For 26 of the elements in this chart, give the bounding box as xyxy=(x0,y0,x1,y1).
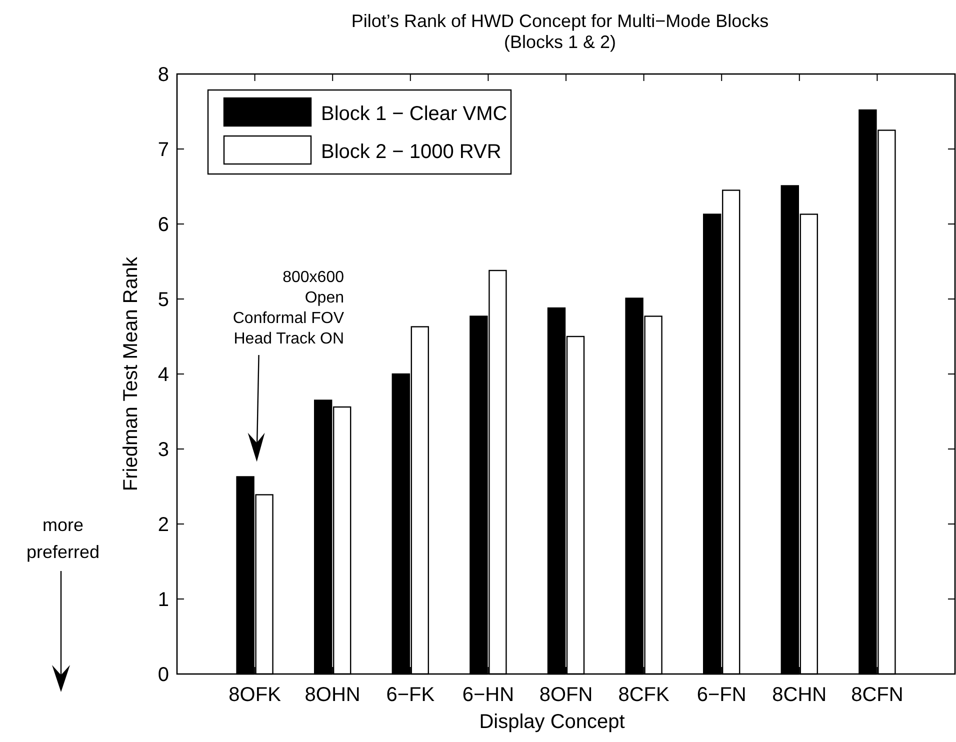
x-tick-label: 8OFN xyxy=(539,684,593,706)
chart-subtitle: (Blocks 1 & 2) xyxy=(504,32,616,52)
y-tick-label: 4 xyxy=(158,364,169,386)
x-tick-label: 6−FK xyxy=(386,684,436,706)
y-axis-title: Friedman Test Mean Rank xyxy=(120,256,142,492)
legend-label: Block 1 − Clear VMC xyxy=(321,103,508,125)
x-axis-title: Display Concept xyxy=(479,711,626,733)
y-tick-label: 5 xyxy=(158,289,169,311)
x-tick-label: 8CFN xyxy=(851,684,904,706)
y-tick-label: 6 xyxy=(158,214,169,236)
annotation: 800x600 Open Conformal FOV Head Track ON xyxy=(232,269,344,348)
x-tick-label: 8CFK xyxy=(618,684,670,706)
x-tick-label: 8OHN xyxy=(304,684,360,706)
x-tick-label: 8CHN xyxy=(772,684,827,706)
legend-label: Block 2 − 1000 RVR xyxy=(321,141,502,163)
y-tick-label: 8 xyxy=(158,64,169,86)
y-tick-label: 0 xyxy=(158,664,169,686)
x-tick-label: 6−HN xyxy=(462,684,514,706)
y-tick-label: 2 xyxy=(158,514,169,536)
y-tick-label: 7 xyxy=(158,139,169,161)
y-tick-label: 3 xyxy=(158,439,169,461)
y-tick-label: 1 xyxy=(158,589,169,611)
chart-title: Pilot’s Rank of HWD Concept for Multi−Mode Blocks xyxy=(351,11,769,31)
text: more preferred xyxy=(26,515,100,562)
x-tick-label: 6−FN xyxy=(696,684,746,706)
x-tick-label: 8OFK xyxy=(228,684,282,706)
